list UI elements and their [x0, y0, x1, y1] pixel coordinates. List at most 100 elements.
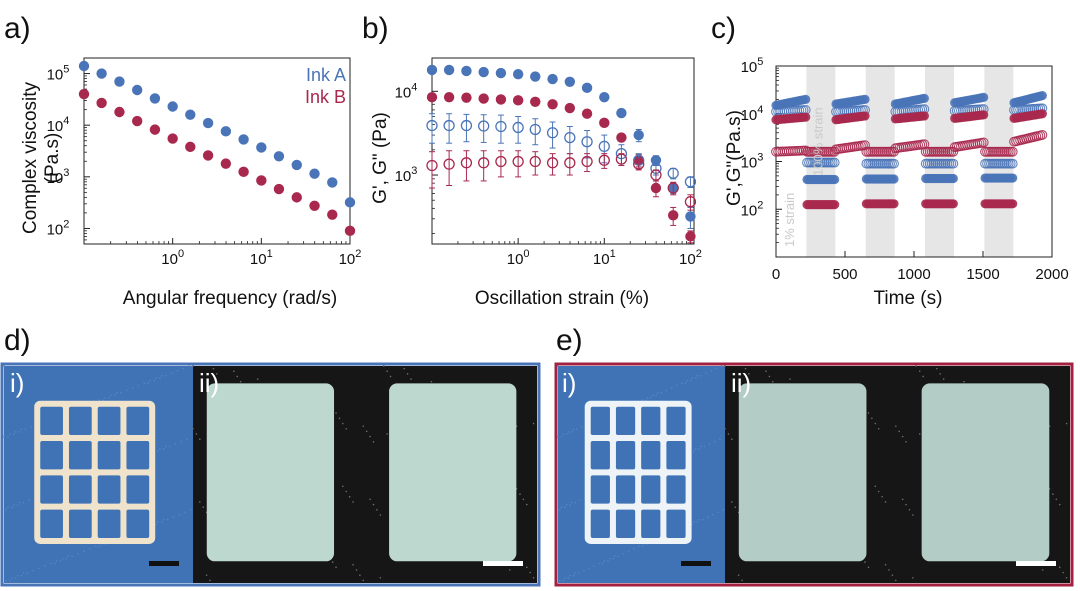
chart-b-point-ink-b-storage: [478, 93, 489, 104]
panel-label-c: c): [711, 12, 736, 45]
photo-d-ii-texture: [335, 412, 337, 414]
chart-b-point-ink-a-storage: [685, 211, 696, 222]
photo-d-i-texture: [65, 557, 68, 560]
photo-d-i-texture: [158, 447, 161, 450]
chart-b-point-ink-a-loss: [581, 136, 593, 148]
chart-c-point-ink-b-storage: [860, 111, 870, 121]
photo-e-ii-texture: [1041, 569, 1044, 571]
photo-e-i-lattice-hole: [666, 406, 686, 436]
chart-b-point-ink-b-loss: [546, 157, 559, 169]
chart-a-x-tick-label-base: 10: [161, 251, 178, 268]
chart-a-point-ink-b: [131, 115, 143, 127]
chart-c-xlabel: Time (s): [874, 288, 943, 309]
photo-e-ii-texture: [908, 508, 911, 511]
photo-e-i-texture: [684, 382, 687, 384]
photo-e-i-texture: [572, 574, 575, 577]
photo-e-i-texture: [593, 565, 596, 567]
photo-e-ii-texture: [877, 427, 880, 430]
chart-a-point-ink-b: [327, 209, 338, 220]
photo-e-i-texture: [570, 430, 573, 433]
chart-b-point-ink-b-storage: [443, 92, 455, 103]
photo-e-i-texture: [577, 572, 580, 575]
chart-a-x-tick-label: 100: [161, 248, 184, 268]
photo-e-ii-texture: [737, 574, 740, 576]
chart-c-point-ink-a-storage: [860, 94, 870, 104]
photo-e-ii-texture: [912, 576, 914, 579]
photo-d-ii-texture: [410, 378, 412, 380]
chart-b-point-ink-a-storage: [461, 65, 472, 77]
photo-d-ii-texture: [352, 563, 354, 566]
chart-a-legend-ink-a: Ink A: [306, 65, 346, 85]
photo-e-i-texture: [617, 555, 620, 558]
chart-a-x-tick-label-exp: 2: [355, 248, 361, 260]
photo-e-i-texture: [601, 562, 604, 565]
photo-e-i-lattice-hole: [666, 441, 686, 470]
chart-a-y-tick-label: 104: [47, 115, 70, 135]
chart-a-point-ink-a: [309, 168, 320, 179]
photo-d-ii-texture: [192, 427, 194, 430]
chart-c-y-tick-label-base: 10: [741, 107, 758, 124]
photo-e-ii-texture: [724, 427, 726, 430]
photo-e-i-texture: [558, 579, 561, 582]
chart-c-y-tick-label-exp: 4: [757, 104, 763, 116]
sub-label-e-ii: ii): [731, 368, 751, 398]
chart-a-x-tick-label-base: 10: [250, 251, 267, 268]
panel-label-a: a): [4, 12, 31, 45]
photo-d-i-texture: [104, 396, 107, 399]
photo-e-i-texture: [699, 445, 702, 448]
photo-e-ii-texture: [789, 378, 791, 380]
photo-e-i-texture: [698, 518, 701, 521]
photo-e-i-texture: [557, 435, 559, 438]
photo-e-ii-texture: [935, 367, 938, 370]
photo-e-i-texture: [641, 399, 644, 402]
chart-a-point-ink-b: [273, 183, 285, 195]
photo-e-ii-texture: [905, 503, 907, 506]
photo-d-ii-texture: [331, 561, 334, 563]
chart-c-y-tick-label: 105: [741, 56, 764, 76]
photo-d-i-texture: [94, 545, 97, 548]
panel-label-e: e): [556, 324, 583, 357]
photo-e-ii-texture: [884, 501, 887, 503]
photo-e-i-texture: [696, 521, 699, 523]
photo-e-i-texture: [567, 430, 570, 433]
photo-e-ii-texture: [731, 438, 733, 441]
photo-e-ii-texture: [918, 370, 921, 373]
chart-a-point-ink-a: [344, 197, 356, 208]
photo-e-i-texture: [710, 369, 713, 372]
chart-c-point-ink-a-storage: [1037, 90, 1047, 101]
chart-c-point-ink-a-storage: [979, 92, 989, 102]
chart-a-frame: [83, 57, 351, 245]
photo-d-i-texture: [20, 574, 23, 577]
photo-d-i-lattice-hole: [40, 509, 63, 538]
photo-d-ii-texture: [348, 495, 351, 498]
chart-a-point-ink-a: [273, 151, 285, 162]
photo-d-i-texture: [153, 379, 155, 382]
photo-d-i-texture: [16, 504, 19, 506]
chart-c-point-ink-a-storage: [889, 174, 899, 184]
photo-d-ii-texture: [386, 370, 388, 373]
photo-d-ii-texture: [216, 373, 218, 375]
chart-c-time-sweep: Time (s) G',G"(Pa.s) 0 500 1000 1500 2000102…: [724, 56, 1069, 309]
photo-d-i-lattice-hole: [40, 441, 63, 470]
chart-b-point-ink-a-loss: [598, 140, 610, 153]
photo-d-i-texture: [180, 440, 183, 443]
chart-b-ylabel: G', G" (Pa): [370, 112, 391, 204]
photo-d-i-texture: [125, 389, 128, 392]
chart-a-point-ink-a: [256, 142, 267, 153]
photo-d-ii-texture: [389, 375, 392, 378]
photo-d-ii-texture: [430, 380, 433, 383]
chart-b-point-ink-b-storage: [599, 117, 610, 129]
photo-e-i-texture: [699, 374, 702, 377]
photo-d-i-lattice-hole: [126, 441, 150, 470]
photo-d-ii-texture: [508, 569, 511, 571]
photo-e-i-texture: [698, 447, 701, 450]
chart-b-point-ink-b-storage: [564, 102, 576, 114]
chart-a-y-tick-label-exp: 4: [63, 115, 69, 127]
photo-e-i-lattice-hole: [641, 406, 661, 436]
photo-e-i-texture: [656, 391, 659, 394]
chart-b-x-tick-label-exp: 2: [696, 248, 702, 260]
chart-b-point-ink-b-storage: [461, 92, 472, 103]
photo-e-ii-texture: [1065, 422, 1068, 425]
photo-d-ii-texture: [199, 501, 201, 503]
photo-e-ii-texture: [942, 378, 945, 380]
